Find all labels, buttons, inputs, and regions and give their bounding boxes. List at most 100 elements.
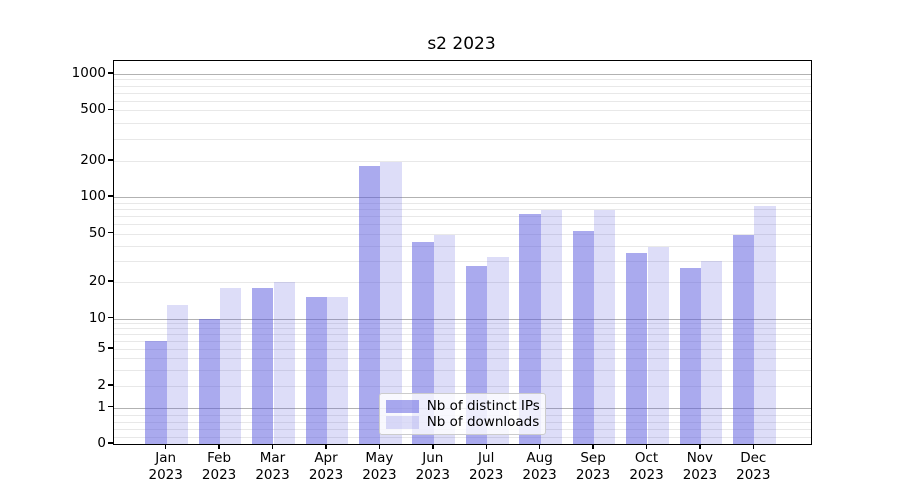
bar-downloads-jan [166,304,189,444]
x-tick-label: Feb 2023 [201,450,237,483]
bar-downloads-nov [700,260,723,444]
bar-downloads-aug [540,210,562,444]
y-tick-label: 5 [97,340,106,356]
x-tick-label: Oct 2023 [629,450,664,483]
y-tick-mark [108,384,113,386]
y-tick-mark [108,108,113,110]
gridline-minor [114,122,811,124]
bar-downloads-sep [594,210,616,444]
gridline-minor [114,334,811,336]
gridline-minor [114,245,811,247]
y-tick-mark [108,280,113,282]
gridline-minor [114,386,811,387]
x-tick-label: Nov 2023 [682,450,718,483]
y-tick-label: 10 [88,309,106,326]
bar-downloads-dec [754,205,776,444]
gridline-minor [114,369,811,371]
gridline-minor [114,138,811,140]
x-tick-mark [645,444,648,450]
y-tick-label: 2 [97,377,106,393]
gridline-minor [114,341,811,342]
y-tick-label: 100 [80,188,106,204]
legend-label-downloads: Nb of downloads [426,414,540,430]
y-tick-label: 0 [97,435,106,451]
gridline-minor [114,224,811,225]
bar-distinct-ips-aug [519,214,541,444]
x-tick-label: May 2023 [362,450,397,483]
gridline-major [114,73,811,75]
gridline-minor [114,233,811,235]
x-tick-label: Aug 2023 [522,450,557,483]
gridline-minor [114,85,811,87]
x-tick-mark [538,444,541,450]
bar-downloads-mar [273,282,295,444]
gridline-major [114,197,811,198]
y-tick-label: 500 [80,101,106,118]
bar-distinct-ips-apr [305,297,327,444]
gridline-minor [114,215,811,217]
x-tick-mark [592,444,594,450]
bar-downloads-may [380,162,402,444]
bar-distinct-ips-oct [626,252,648,444]
y-tick-mark [108,316,113,319]
gridline-minor [114,79,811,81]
gridline-minor [114,282,811,283]
bar-downloads-oct [647,246,669,444]
legend-swatch-downloads [385,415,419,429]
x-tick-label: Jun 2023 [415,450,450,483]
gridline-minor [114,161,811,162]
y-tick-mark [108,347,113,349]
bar-downloads-feb [220,287,242,444]
legend-item-distinct-ips: Nb of distinct IPs [385,398,540,414]
gridline-minor [114,110,811,112]
bar-distinct-ips-may [359,166,381,444]
y-tick-mark [108,442,113,444]
x-tick-mark [485,444,487,450]
x-tick-mark [164,444,167,450]
x-tick-label: Jul 2023 [469,450,504,483]
chart-title: s2 2023 [427,34,496,54]
y-tick-mark [108,405,113,408]
x-tick-mark [432,444,434,450]
y-tick-mark [108,72,113,74]
y-tick-label: 50 [88,224,106,241]
bar-distinct-ips-mar [252,287,274,444]
y-tick-mark [108,231,113,234]
bar-distinct-ips-feb [198,318,221,444]
gridline-minor [114,358,811,359]
x-tick-mark [325,444,327,450]
gridline-minor [114,260,811,262]
legend-swatch-distinct-ips [385,399,419,413]
x-tick-mark [752,444,755,450]
gridline-minor [114,436,811,438]
y-tick-mark [108,195,113,197]
bar-distinct-ips-nov [679,268,701,444]
gridline-minor [114,328,811,330]
legend-label-distinct-ips: Nb of distinct IPs [426,398,540,414]
gridline-minor [114,208,811,210]
x-tick-mark [271,444,274,450]
y-tick-label: 200 [80,152,106,168]
x-tick-mark [218,444,220,450]
gridline-minor [114,202,811,204]
x-tick-label: Jan 2023 [148,450,183,483]
x-tick-label: Dec 2023 [736,450,771,483]
plot-area: Nb of distinct IPs Nb of downloads [113,60,812,445]
x-tick-mark [699,444,701,450]
legend: Nb of distinct IPs Nb of downloads [378,393,546,435]
x-tick-label: Mar 2023 [255,450,290,483]
y-tick-mark [108,159,113,161]
bar-downloads-jun [433,234,456,444]
gridline-minor [114,92,811,94]
gridline-minor [114,323,811,325]
legend-item-downloads: Nb of downloads [385,414,540,430]
x-tick-mark [378,444,381,450]
bar-downloads-apr [327,297,349,444]
x-tick-label: Apr 2023 [308,450,344,483]
bar-distinct-ips-dec [732,234,755,444]
y-tick-label: 20 [88,273,106,289]
x-tick-label: Sep 2023 [575,450,611,483]
y-tick-label: 1 [97,398,106,415]
gridline-minor [114,100,811,102]
